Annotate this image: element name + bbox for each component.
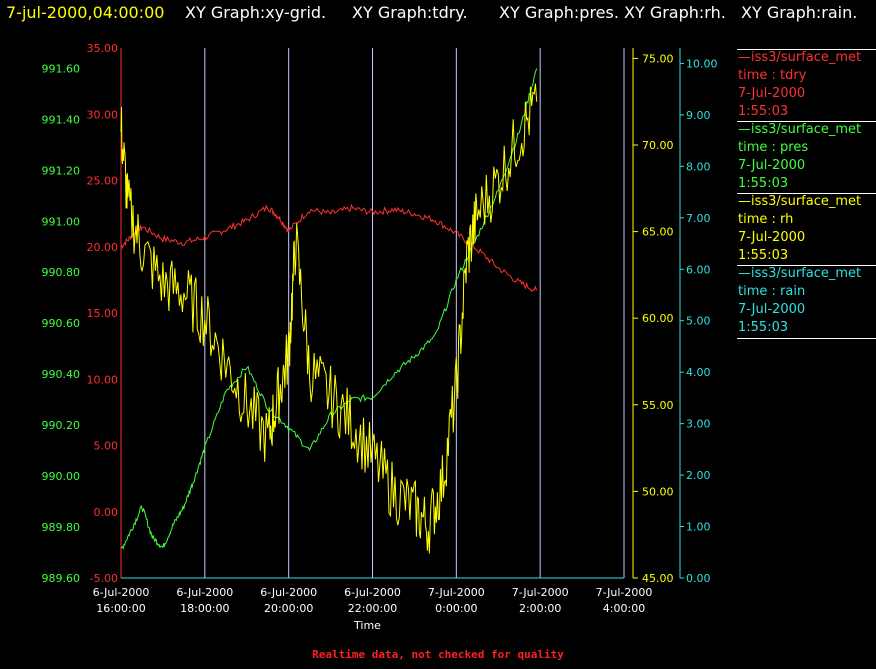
y-tick-label-rh: 60.00 — [642, 312, 674, 325]
legend-station-pres: —iss3/surface_met — [738, 122, 862, 137]
y-tick-label-rain: 3.00 — [686, 418, 711, 431]
x-tick-time: 2:00:00 — [519, 602, 561, 615]
y-tick-label-tdry: 30.00 — [87, 108, 119, 121]
x-tick-time: 4:00:00 — [603, 602, 645, 615]
series-line-pres — [120, 68, 538, 550]
x-tick-date: 6-Jul-2000 — [260, 586, 317, 599]
legend-divider-tdry — [737, 49, 876, 50]
y-tick-label-tdry: 25.00 — [87, 175, 119, 188]
y-tick-label-tdry: 10.00 — [87, 373, 119, 386]
y-tick-label-rain: 7.00 — [686, 212, 711, 225]
y-tick-label-rh: 50.00 — [642, 485, 674, 498]
header-time-label: 7-jul-2000,04:00:00 — [6, 3, 165, 22]
y-tick-label-tdry: 15.00 — [87, 307, 119, 320]
y-tick-label-pres: 991.60 — [42, 62, 81, 75]
header-bar: 7-jul-2000,04:00:00 XY Graph:xy-grid. XY… — [0, 0, 876, 26]
header-graph-rh[interactable]: XY Graph:rh. — [624, 3, 726, 22]
y-tick-label-rh: 45.00 — [642, 572, 674, 585]
y-tick-label-pres: 989.60 — [42, 572, 81, 585]
legend-station-tdry: —iss3/surface_met — [738, 50, 862, 65]
y-tick-label-pres: 990.60 — [42, 317, 81, 330]
y-tick-label-rh: 65.00 — [642, 226, 674, 239]
y-tick-label-rain: 4.00 — [686, 366, 711, 379]
legend-date-rh: 7-Jul-2000 — [738, 230, 806, 245]
legend-date-rain: 7-Jul-2000 — [738, 302, 806, 317]
legend-param-pres: time : pres — [738, 140, 809, 155]
y-tick-label-pres: 990.40 — [42, 368, 81, 381]
y-tick-label-rh: 75.00 — [642, 52, 674, 65]
x-tick-date: 7-Jul-2000 — [596, 586, 653, 599]
x-tick-time: 16:00:00 — [96, 602, 145, 615]
legend-param-tdry: time : tdry — [738, 68, 807, 83]
legend-time-rh: 1:55:03 — [738, 248, 789, 263]
y-tick-label-pres: 990.00 — [42, 470, 81, 483]
y-tick-label-rain: 8.00 — [686, 160, 711, 173]
y-tick-label-rain: 6.00 — [686, 263, 711, 276]
series-line-tdry — [120, 203, 538, 293]
legend-divider-rh — [737, 193, 876, 194]
x-tick-date: 7-Jul-2000 — [428, 586, 485, 599]
header-graph-pres[interactable]: XY Graph:pres. — [499, 3, 619, 22]
x-tick-date: 6-Jul-2000 — [93, 586, 150, 599]
legend-time-pres: 1:55:03 — [738, 176, 789, 191]
header-graph-xy-grid[interactable]: XY Graph:xy-grid. — [185, 3, 327, 22]
legend-param-rain: time : rain — [738, 284, 806, 299]
y-tick-label-pres: 991.00 — [42, 215, 81, 228]
quality-footer: Realtime data, not checked for quality — [312, 648, 564, 661]
y-tick-label-tdry: 0.00 — [94, 506, 119, 519]
y-tick-label-rh: 70.00 — [642, 139, 674, 152]
y-tick-label-tdry: 35.00 — [87, 42, 119, 55]
x-axis-label: Time — [353, 619, 381, 632]
y-tick-label-pres: 991.20 — [42, 164, 81, 177]
x-tick-date: 6-Jul-2000 — [176, 586, 233, 599]
y-tick-label-rain: 5.00 — [686, 315, 711, 328]
y-tick-label-tdry: 20.00 — [87, 241, 119, 254]
legend-station-rh: —iss3/surface_met — [738, 194, 862, 209]
y-tick-label-rain: 2.00 — [686, 469, 711, 482]
y-tick-label-rain: 1.00 — [686, 521, 711, 534]
y-tick-label-tdry: 5.00 — [94, 440, 119, 453]
x-tick-time: 22:00:00 — [348, 602, 397, 615]
legend-divider-end — [737, 338, 876, 339]
legend-date-pres: 7-Jul-2000 — [738, 158, 806, 173]
x-tick-time: 0:00:00 — [435, 602, 477, 615]
y-tick-label-rain: 9.00 — [686, 109, 711, 122]
y-tick-label-rain: 10.00 — [686, 57, 718, 70]
y-tick-label-rain: 0.00 — [686, 572, 711, 585]
x-tick-time: 18:00:00 — [180, 602, 229, 615]
y-tick-label-pres: 989.80 — [42, 521, 81, 534]
legend-time-rain: 1:55:03 — [738, 320, 789, 335]
y-tick-label-pres: 991.40 — [42, 113, 81, 126]
y-tick-label-pres: 990.80 — [42, 266, 81, 279]
legend-param-rh: time : rh — [738, 212, 794, 227]
legend-date-tdry: 7-Jul-2000 — [738, 86, 806, 101]
header-graph-rain[interactable]: XY Graph:rain. — [741, 3, 858, 22]
x-tick-date: 6-Jul-2000 — [344, 586, 401, 599]
legend-divider-pres — [737, 121, 876, 122]
header-graph-tdry[interactable]: XY Graph:tdry. — [352, 3, 468, 22]
legend-time-tdry: 1:55:03 — [738, 104, 789, 119]
legend-station-rain: —iss3/surface_met — [738, 266, 862, 281]
y-tick-label-rh: 55.00 — [642, 399, 674, 412]
x-tick-date: 7-Jul-2000 — [512, 586, 569, 599]
y-tick-label-tdry: -5.00 — [90, 572, 118, 585]
y-tick-label-pres: 990.20 — [42, 419, 81, 432]
x-tick-time: 20:00:00 — [264, 602, 313, 615]
series-line-rh — [120, 83, 538, 554]
legend-divider-rain — [737, 265, 876, 266]
